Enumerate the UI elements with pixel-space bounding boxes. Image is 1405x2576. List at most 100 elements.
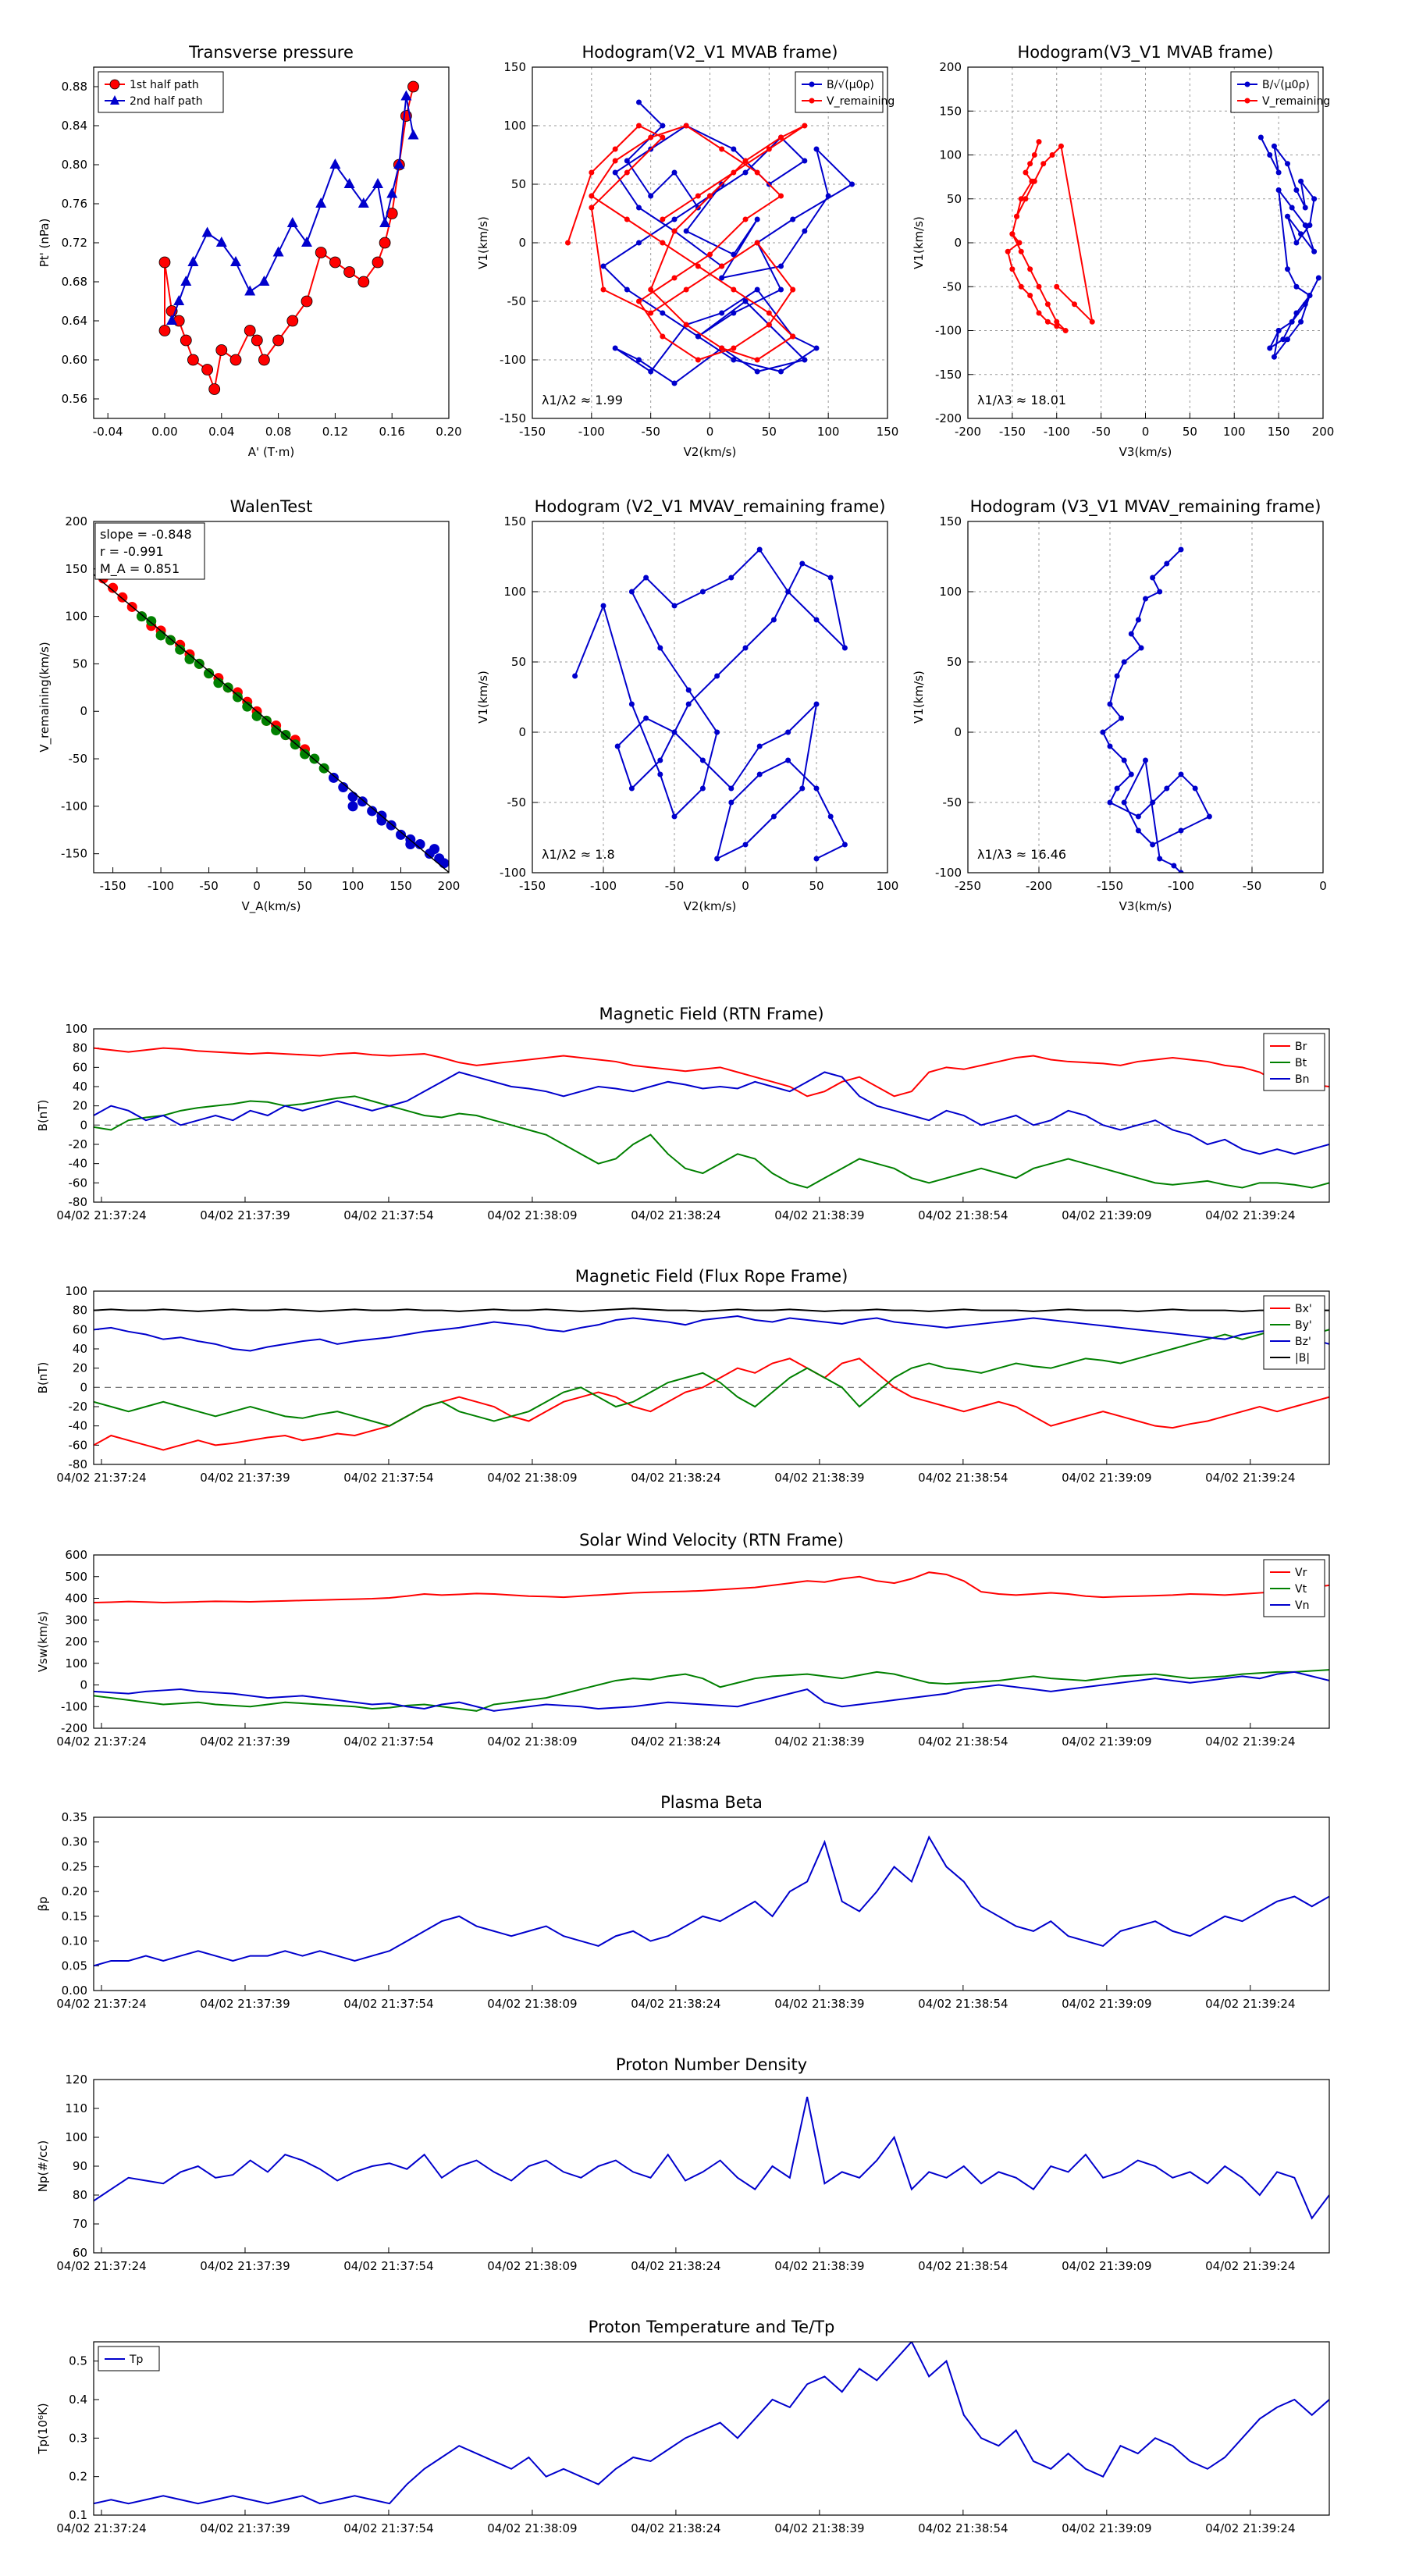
- data-point: [756, 546, 763, 553]
- data-point: [1100, 729, 1106, 735]
- y-tick-label: 80: [73, 1041, 87, 1055]
- x-tick-label: 0.12: [322, 425, 348, 439]
- data-point: [714, 729, 720, 735]
- series-vremaining: [565, 123, 808, 363]
- data-point: [1178, 771, 1184, 777]
- stats-line: r = -0.991: [100, 544, 164, 559]
- x-tick-label: 04/02 21:38:24: [631, 2521, 720, 2535]
- data-point: [707, 251, 713, 258]
- x-tick-label: 0: [706, 425, 714, 439]
- legend-label: V_remaining: [827, 95, 895, 108]
- x-tick-label: 04/02 21:37:24: [56, 1208, 146, 1222]
- data-point: [685, 701, 692, 707]
- plot-frame: [93, 1028, 1330, 1203]
- data-point: [671, 275, 678, 281]
- y-tick-label: 60: [73, 2246, 87, 2260]
- y-tick-label: -60: [69, 1176, 88, 1190]
- series-line: [1101, 549, 1211, 873]
- y-tick-label: 0.05: [62, 1959, 87, 1973]
- data-point: [357, 276, 370, 288]
- x-tick-label: 100: [342, 879, 365, 893]
- data-point: [407, 80, 419, 93]
- legend-label: B/√(μ0ρ): [1262, 79, 1310, 91]
- x-tick-label: -150: [1097, 879, 1123, 893]
- y-tick-label: 150: [939, 514, 962, 528]
- data-point: [683, 286, 689, 293]
- y-tick-label: -150: [935, 368, 962, 382]
- data-point: [301, 295, 313, 308]
- x-tick-label: 04/02 21:38:09: [487, 1208, 577, 1222]
- data-point: [778, 368, 784, 375]
- y-tick-label: 100: [65, 1284, 87, 1298]
- data-point: [1031, 152, 1037, 158]
- data-point: [1267, 345, 1273, 351]
- y-tick-label: 150: [939, 104, 962, 118]
- data-point: [1178, 870, 1184, 873]
- data-point: [778, 263, 784, 269]
- y-tick-label: 200: [939, 60, 962, 74]
- data-point: [589, 169, 595, 176]
- data-point: [695, 333, 701, 340]
- data-point: [589, 205, 595, 211]
- x-axis-label: V_A(km/s): [242, 899, 301, 914]
- legend: Vr Vt Vn: [1263, 1559, 1325, 1617]
- series-line: [94, 1571, 1329, 1604]
- data-point: [244, 285, 256, 296]
- x-tick-label: 100: [877, 879, 899, 893]
- data-point: [407, 129, 419, 140]
- data-point: [612, 146, 618, 152]
- data-point: [272, 334, 285, 347]
- series-line: [94, 2096, 1329, 2220]
- series-bz: [94, 1315, 1329, 1352]
- series-v: [572, 546, 848, 862]
- y-tick-label: -50: [507, 795, 527, 809]
- plot-area: [94, 2096, 1329, 2220]
- plot-area: [94, 573, 449, 873]
- y-tick-label: -20: [69, 1137, 88, 1151]
- chart-title: Plasma Beta: [660, 1793, 763, 1812]
- data-point: [1302, 205, 1308, 211]
- data-point: [1044, 301, 1051, 308]
- x-tick-label: 04/02 21:37:24: [56, 2259, 146, 2273]
- y-tick-label: 50: [511, 655, 526, 669]
- data-point: [1027, 161, 1033, 167]
- x-axis-label: V3(km/s): [1119, 445, 1172, 459]
- data-point: [1164, 785, 1170, 792]
- data-point: [728, 785, 735, 792]
- series-bt: [94, 1095, 1329, 1189]
- x-tick-label: -250: [955, 879, 981, 893]
- data-point: [1192, 785, 1198, 792]
- series-line: [94, 1315, 1329, 1352]
- series-line: [1007, 141, 1094, 332]
- y-tick-label: -100: [935, 324, 962, 338]
- legend-box: [795, 71, 884, 113]
- x-tick-label: -50: [665, 879, 685, 893]
- y-tick-label: 90: [73, 2159, 87, 2173]
- data-point: [1018, 248, 1024, 254]
- chart-flux: Magnetic Field (Flux Rope Frame) -80 -60 -4…: [36, 1267, 1330, 1485]
- y-tick-label: 0.00: [62, 1984, 87, 1998]
- y-tick-label: -100: [500, 866, 526, 880]
- x-tick-label: 04/02 21:38:09: [487, 1997, 577, 2011]
- y-tick-label: -100: [500, 353, 526, 367]
- ratio-annotation: λ1/λ2 ≈ 1.99: [542, 393, 623, 407]
- data-point: [1138, 645, 1144, 651]
- y-tick-label: 0.35: [62, 1810, 87, 1824]
- data-point: [813, 785, 820, 792]
- data-point: [813, 617, 820, 623]
- data-point: [813, 856, 820, 862]
- data-point: [614, 743, 621, 749]
- data-point: [1143, 596, 1148, 602]
- data-point: [1315, 275, 1321, 281]
- legend-label: By': [1295, 1319, 1312, 1332]
- data-point: [565, 240, 571, 246]
- stats-line: M_A = 0.851: [100, 561, 180, 577]
- x-tick-label: 04/02 21:38:09: [487, 2259, 577, 2273]
- chart-title: Hodogram(V2_V1 MVAB frame): [582, 43, 838, 62]
- data-point: [1285, 213, 1290, 219]
- data-point: [572, 673, 578, 679]
- x-tick-label: 50: [809, 879, 823, 893]
- data-point: [1275, 169, 1282, 176]
- data-point: [1157, 856, 1163, 862]
- data-point: [695, 193, 701, 199]
